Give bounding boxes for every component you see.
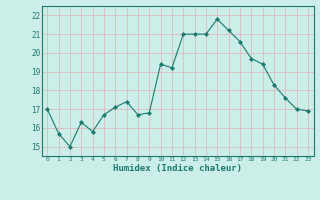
X-axis label: Humidex (Indice chaleur): Humidex (Indice chaleur) [113,164,242,173]
